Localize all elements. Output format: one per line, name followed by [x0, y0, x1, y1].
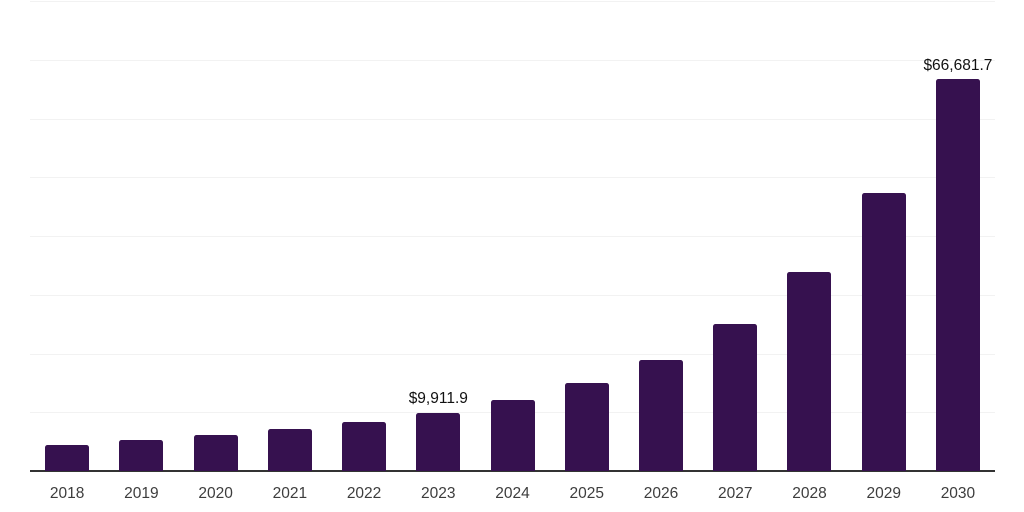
gridline-70000 — [30, 59, 995, 61]
x-tick-label-2028: 2028 — [792, 485, 827, 502]
x-tick-label-2019: 2019 — [124, 485, 159, 502]
bar-slot-2024 — [475, 1, 549, 471]
x-tick-label-2021: 2021 — [272, 485, 308, 502]
x-axis-labels: 2018 2019 2020 2021 2022 2023 2024 2025 2026 2027… — [30, 486, 995, 502]
bar-slot-2030: $66,681.7 — [921, 1, 995, 471]
bar-slot-2029 — [847, 1, 921, 471]
x-tick-label-2018: 2018 — [49, 485, 85, 502]
bar-slot-2025 — [550, 1, 624, 471]
value-label-2030: $66,681.7 — [923, 56, 993, 74]
bar-slots: $9,911.9 $66,681.7 — [30, 1, 995, 471]
plot-area: $9,911.9 $66,681.7 — [30, 1, 995, 471]
bar-2024 — [490, 400, 535, 471]
x-tick-label-2023: 2023 — [421, 485, 456, 502]
x-tick-label-2022: 2022 — [346, 485, 382, 502]
value-label-2023: $9,911.9 — [408, 390, 468, 408]
bar-2027 — [713, 323, 758, 471]
bar-2018 — [45, 444, 90, 471]
gridline-20000 — [30, 353, 995, 355]
gridline-80000 — [30, 1, 995, 2]
bar-2023: $9,911.9 — [409, 391, 468, 471]
bar-slot-2021 — [253, 1, 327, 471]
bar-slot-2020 — [178, 1, 252, 471]
x-tick-label-2025: 2025 — [569, 485, 604, 502]
bar-2022 — [342, 421, 387, 471]
x-tick-label-2026: 2026 — [643, 485, 679, 502]
gridline-30000 — [30, 294, 995, 296]
x-tick-label-2030: 2030 — [940, 485, 976, 502]
x-axis-line — [30, 470, 995, 472]
gridline-60000 — [30, 118, 995, 120]
bar-slot-2028 — [772, 1, 846, 471]
bar-2021 — [267, 428, 312, 471]
x-tick-label-2029: 2029 — [866, 485, 901, 502]
bar-slot-2023: $9,911.9 — [401, 1, 475, 471]
gridline-40000 — [30, 236, 995, 237]
bar-2026 — [638, 359, 683, 471]
bar-2029 — [861, 192, 906, 471]
x-tick-label-2024: 2024 — [495, 485, 530, 502]
bar-slot-2027 — [698, 1, 772, 471]
bar-slot-2018 — [30, 1, 104, 471]
x-tick-label-2027: 2027 — [717, 485, 753, 502]
x-tick-label-2020: 2020 — [198, 485, 233, 502]
bar-slot-2019 — [104, 1, 178, 471]
gridline-50000 — [30, 177, 995, 179]
bar-slot-2022 — [327, 1, 401, 471]
bar-2019 — [119, 439, 164, 471]
bar-2025 — [564, 383, 609, 471]
bar-2028 — [787, 271, 832, 471]
bar-2020 — [193, 434, 238, 471]
bar-2030: $66,681.7 — [923, 58, 992, 471]
bar-slot-2026 — [624, 1, 698, 471]
